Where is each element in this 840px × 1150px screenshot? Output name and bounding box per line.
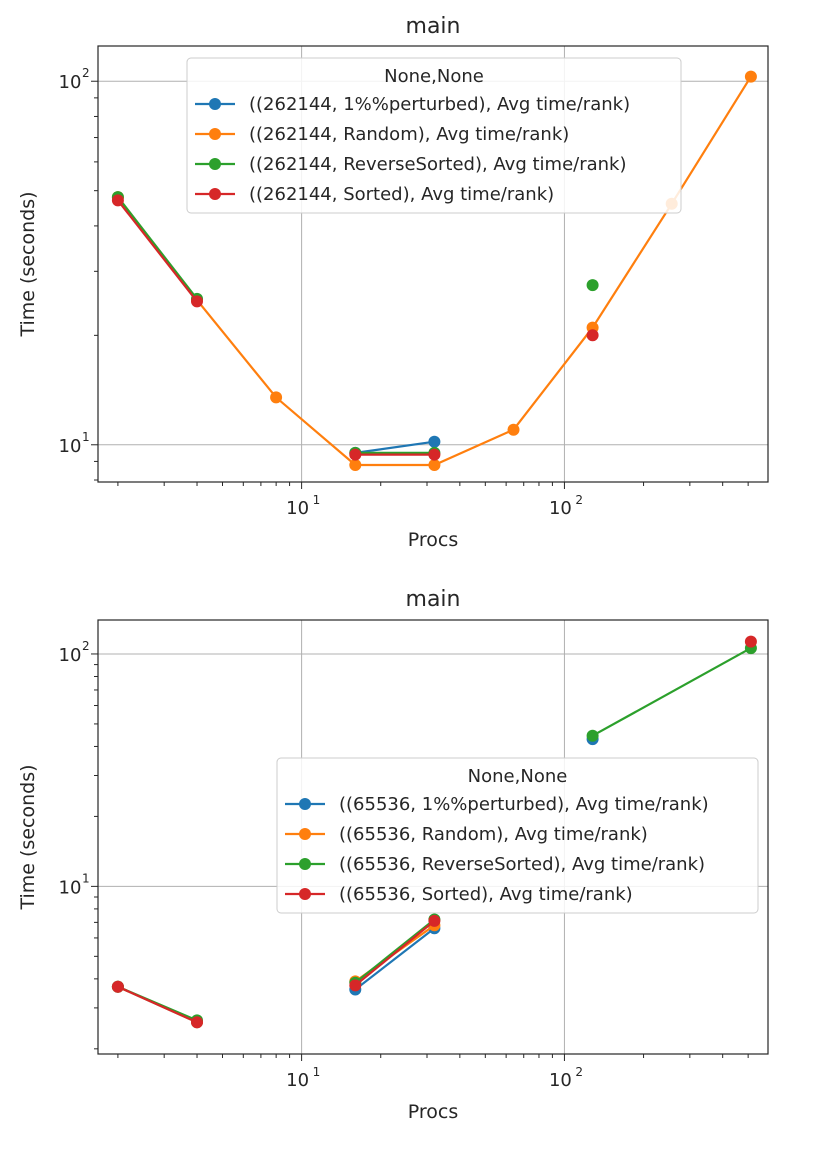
legend-swatch-marker [209,188,221,200]
y-tick-exponent: 1 [82,430,90,444]
legend-item: ((262144, 1%%perturbed), Avg time/rank) [195,94,630,115]
legend-title: None,None [468,766,568,787]
legend-item: ((65536, Sorted), Avg time/rank) [285,884,633,905]
legend-label: ((262144, 1%%perturbed), Avg time/rank) [249,94,630,115]
x-tick-label: 10 [286,1070,309,1091]
legend-swatch-marker [299,858,311,870]
data-point [349,448,362,461]
plot-frame [97,619,769,1055]
series-line [354,920,436,987]
legend-label: ((65536, 1%%perturbed), Avg time/rank) [339,794,709,815]
data-point [428,459,441,471]
x-axis-label: Procs [408,529,459,551]
x-tick-exponent: 1 [313,1065,321,1079]
plot-frame [97,45,769,483]
x-tick-exponent: 1 [313,493,321,507]
legend-label: ((262144, Random), Avg time/rank) [249,124,569,145]
y-axis-label: Time (seconds) [17,191,39,337]
series-line [355,440,435,454]
legend-item: ((262144, Random), Avg time/rank) [195,124,569,145]
legend: None,None ((65536, 1%%perturbed), Avg tim… [276,757,759,914]
legend-item: ((262144, ReverseSorted), Avg time/rank) [195,154,627,175]
data-point [191,295,203,308]
y-tick-exponent: 2 [82,639,90,653]
data-point [586,729,599,742]
y-tick-label: 10 [59,72,82,93]
legend-title: None,None [384,66,484,87]
x-axis-label: Procs [408,1101,459,1123]
y-axis-label: Time (seconds) [17,764,39,910]
data-point [744,70,757,83]
series-line [354,927,436,991]
data-point [586,279,599,292]
data-point [111,194,124,207]
x-tick-exponent: 2 [575,493,583,507]
chart-title: main [406,14,461,39]
legend-label: ((65536, ReverseSorted), Avg time/rank) [339,854,705,875]
series-4 [111,635,757,1029]
legend-item: ((65536, ReverseSorted), Avg time/rank) [285,854,705,875]
data-point [586,329,599,342]
series-3 [111,191,599,459]
data-point [270,391,283,404]
x-tick-exponent: 2 [575,1065,583,1079]
y-tick-label: 10 [59,645,82,666]
series-line [354,918,436,984]
data-point [428,448,441,461]
series-4 [111,194,599,461]
legend-box [276,757,759,914]
y-tick-label: 10 [59,877,82,898]
series-2 [111,919,441,1029]
legend-swatch-marker [299,828,311,840]
x-tick-label: 10 [286,498,309,519]
legend-label: ((65536, Random), Avg time/rank) [339,824,648,845]
legend-label: ((262144, ReverseSorted), Avg time/rank) [249,154,627,175]
series-line [117,199,198,303]
y-tick-exponent: 1 [82,871,90,885]
series-line [117,985,198,1024]
chart-title: main [406,587,461,612]
data-point [428,914,441,927]
data-point [428,435,441,448]
y-tick-exponent: 2 [82,66,90,80]
series-line [117,196,198,300]
data-point [111,980,124,993]
legend-box [186,57,682,214]
legend-item: ((262144, Sorted), Avg time/rank) [195,184,554,205]
legend-label: ((262144, Sorted), Avg time/rank) [249,184,554,205]
data-point [349,979,362,992]
legend-item: ((65536, Random), Avg time/rank) [285,824,648,845]
legend-swatch-marker [209,128,221,140]
data-point [191,1016,203,1029]
y-tick-label: 10 [59,436,82,457]
legend: None,None ((262144, 1%%perturbed), Avg ti… [186,57,682,214]
x-tick-label: 10 [549,1070,572,1091]
x-tick-label: 10 [549,498,572,519]
data-point [744,635,757,648]
data-point [507,423,520,436]
legend-item: ((65536, 1%%perturbed), Avg time/rank) [285,794,709,815]
legend-swatch-marker [209,158,221,170]
legend-label: ((65536, Sorted), Avg time/rank) [339,884,633,905]
legend-swatch-marker [299,798,311,810]
legend-swatch-marker [299,888,311,900]
series-line [592,647,752,737]
legend-swatch-marker [209,98,221,110]
data-point [349,459,362,471]
